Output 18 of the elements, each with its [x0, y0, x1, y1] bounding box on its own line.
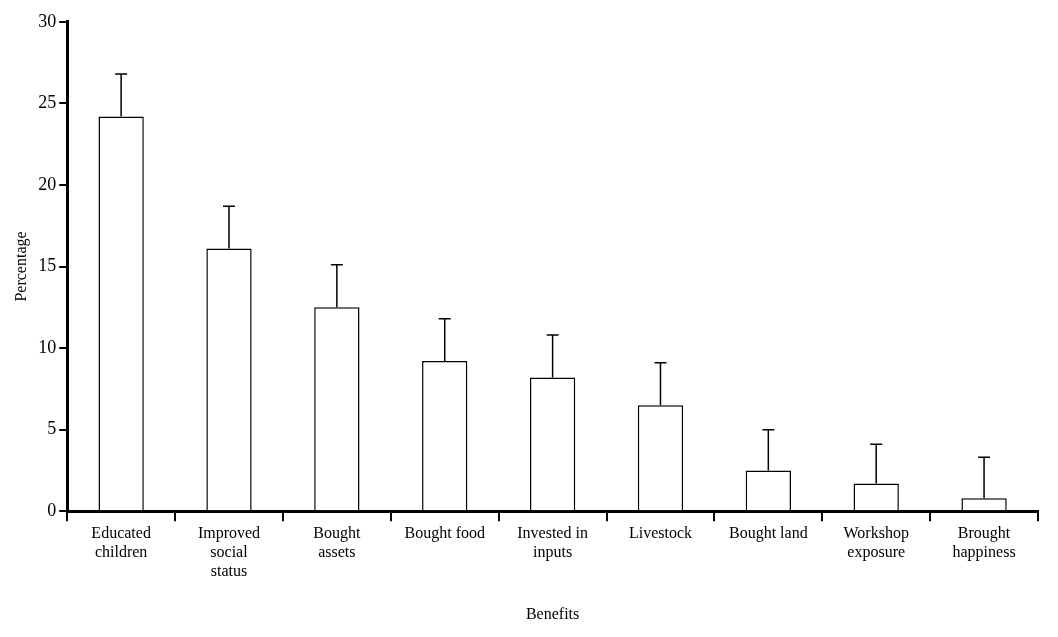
y-tick-label: 30: [38, 10, 57, 31]
x-tick-label: Bought food: [404, 524, 485, 542]
x-axis-title: Benefits: [525, 604, 580, 622]
y-tick-label: 25: [38, 92, 57, 113]
x-tick-label: Invested in inputs: [517, 524, 588, 562]
y-tick-label: 20: [38, 173, 57, 194]
y-axis-title: Percentage: [11, 231, 30, 302]
y-tick-label: 5: [47, 418, 57, 439]
y-tick-label: 0: [47, 499, 57, 520]
x-tick-label: Educated children: [91, 524, 151, 561]
y-tick-label: 10: [38, 336, 57, 357]
x-tick-label: Workshop exposure: [843, 524, 909, 562]
x-tick-label: Bought land: [729, 524, 808, 542]
x-tick-label: Brought happiness: [952, 524, 1016, 562]
x-tick-label: Bought assets: [313, 524, 361, 561]
x-tick-label: Improved social status: [197, 524, 261, 580]
y-tick-label: 15: [38, 255, 57, 276]
x-tick-label: Livestock: [628, 524, 693, 541]
